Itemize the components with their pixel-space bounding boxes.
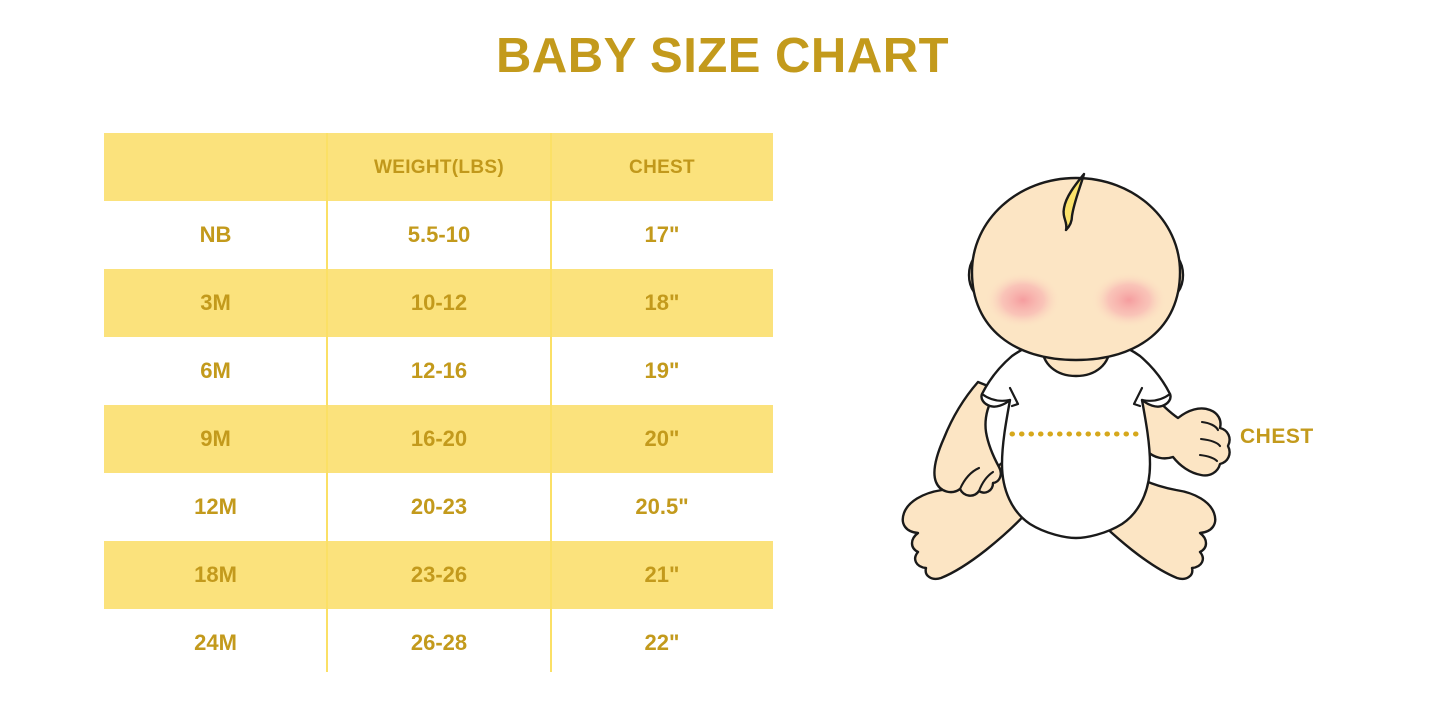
column-divider-line [550, 133, 552, 672]
baby-head [970, 176, 1182, 362]
cell-weight: 20-23 [410, 494, 468, 519]
column-divider-line [326, 133, 328, 672]
cell-chest: 20.5" [635, 494, 689, 519]
cell-weight: 10-12 [410, 290, 468, 315]
table-row: 9M 16-20 20" [104, 405, 773, 473]
baby-left-arm [933, 380, 1002, 497]
cell-weight: 5.5-10 [407, 222, 471, 247]
cell-chest: 20" [644, 426, 680, 451]
cell-chest: 17" [644, 222, 680, 247]
table-row: 24M 26-28 22" [104, 609, 773, 677]
table-row: 12M 20-23 20.5" [104, 473, 773, 541]
page-title: BABY SIZE CHART [495, 29, 950, 83]
cell-chest: 22" [644, 630, 680, 655]
cell-chest: 21" [644, 562, 680, 587]
table-row: 6M 12-16 19" [104, 337, 773, 405]
table-row: 18M 23-26 21" [104, 541, 773, 609]
table-row: NB 5.5-10 17" [104, 201, 773, 269]
cell-weight: 16-20 [410, 426, 468, 451]
cell-weight: 26-28 [410, 630, 468, 655]
cell-weight: 12-16 [410, 358, 468, 383]
column-header-weight: WEIGHT(LBS) [374, 156, 504, 178]
baby-cheeks [985, 272, 1167, 328]
table-header-row: WEIGHT(LBS) CHEST [104, 133, 773, 201]
column-header-chest: CHEST [629, 156, 695, 178]
cell-size: NB [199, 222, 232, 247]
cell-chest: 19" [644, 358, 680, 383]
baby-illustration [860, 160, 1280, 610]
cell-size: 12M [194, 494, 237, 519]
cell-chest: 18" [644, 290, 680, 315]
cell-size: 24M [194, 630, 237, 655]
table-row: 3M 10-12 18" [104, 269, 773, 337]
cell-size: 18M [194, 562, 237, 587]
chest-label: CHEST [1240, 425, 1314, 448]
cell-size: 3M [200, 290, 231, 315]
cell-size: 9M [200, 426, 231, 451]
cell-size: 6M [200, 358, 231, 383]
baby-hair-curl [1062, 172, 1086, 232]
cell-weight: 23-26 [410, 562, 468, 587]
size-chart-table: WEIGHT(LBS) CHEST NB 5.5-10 17" 3M 10-12… [104, 133, 773, 677]
